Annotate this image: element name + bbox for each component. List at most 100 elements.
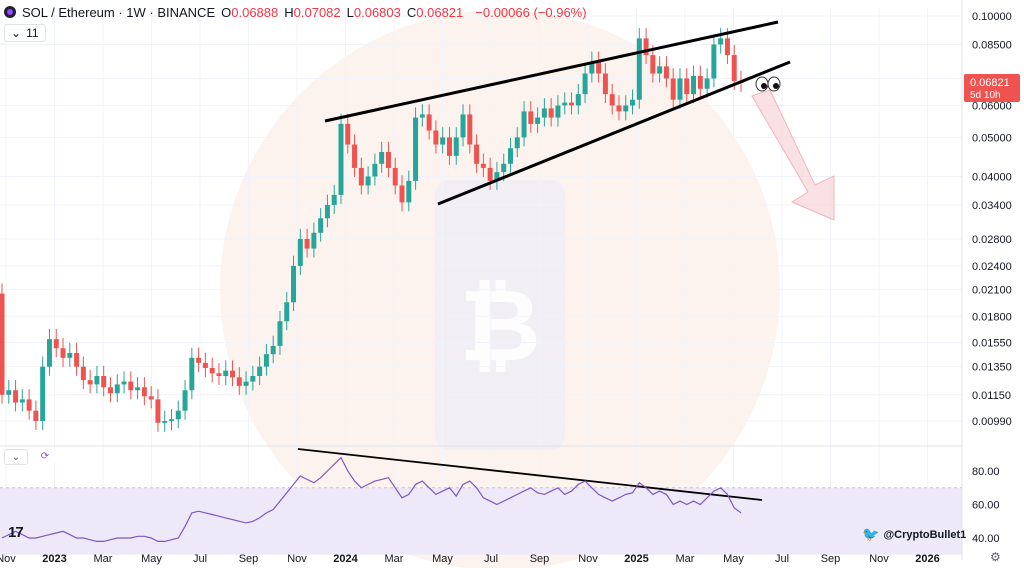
candle-body: [46, 339, 52, 367]
time-tick-label: Jul: [193, 553, 207, 565]
candle-body: [575, 94, 581, 106]
open-label: O: [221, 4, 232, 20]
candle-body: [284, 302, 290, 322]
rsi-tick-label: 60.00: [972, 500, 1000, 512]
candle-body: [535, 117, 541, 124]
price-tick-label: 0.04000: [972, 171, 1012, 183]
candle-body: [6, 390, 12, 395]
wedge-lower-trendline: [437, 60, 791, 206]
candle-body: [691, 75, 697, 95]
candle-body: [480, 163, 486, 168]
candle-body: [711, 44, 717, 79]
price-tick-label: 0.01150: [972, 390, 1011, 402]
candle-body: [223, 370, 229, 377]
candle-body: [507, 148, 513, 164]
candle-body: [582, 73, 588, 95]
candle-body: [182, 390, 188, 411]
refresh-icon[interactable]: ⟳: [34, 449, 56, 463]
price-tick-label: 0.00990: [972, 416, 1012, 428]
price-tick-label: 0.01550: [972, 337, 1012, 349]
price-tick-label: 0.02800: [972, 234, 1012, 246]
time-tick-label: 2023: [42, 553, 66, 565]
candle-body: [440, 137, 446, 145]
last-price-tag: [964, 73, 1020, 102]
candle-body: [257, 366, 263, 377]
candle-body: [406, 180, 412, 203]
right-pupil: [773, 83, 779, 89]
grid: [0, 8, 962, 548]
rsi-line: [1, 456, 742, 542]
candle-body: [521, 111, 527, 138]
candle-body: [297, 238, 303, 266]
candle-body: [419, 114, 425, 118]
candle-body: [189, 357, 195, 391]
candle-body: [74, 352, 80, 367]
candle-body: [569, 102, 575, 106]
candle-body: [663, 66, 669, 79]
candle-body: [596, 61, 602, 74]
candles: [0, 28, 744, 432]
watermark-bottle: [435, 180, 565, 450]
time-tick-label: Mar: [94, 553, 113, 565]
candle-body: [128, 381, 134, 391]
low-value: 0.06803: [353, 4, 401, 20]
candle-body: [94, 376, 100, 385]
rsi-tick-label: 80.00: [972, 466, 1000, 478]
candle-body: [548, 108, 554, 118]
candle-body: [704, 78, 710, 89]
symbol-title[interactable]: SOL / Ethereum · 1W · BINANCE: [22, 4, 216, 20]
candle-body: [487, 167, 493, 181]
time-tick-label: 2024: [333, 553, 358, 565]
trendlines: [297, 20, 835, 501]
candle-body: [494, 172, 500, 181]
twitter-bird-icon: 🐦: [862, 526, 880, 542]
down-arrow-icon: [751, 89, 835, 221]
candle-body: [40, 366, 46, 421]
candle-body: [141, 387, 147, 397]
indicators-toggle[interactable]: ⌄ 11: [4, 24, 46, 42]
candle-body: [304, 238, 310, 249]
rsi-band-rect: [0, 487, 962, 555]
candle-body: [196, 357, 202, 363]
candle-body: [202, 362, 208, 368]
candle-body: [453, 137, 459, 156]
candle-body: [474, 144, 480, 164]
candle-body: [636, 38, 642, 100]
time-tick-label: Jul: [775, 553, 789, 565]
price-tick-label: 0.08500: [972, 39, 1012, 51]
candle-body: [162, 421, 168, 423]
time-tick-label: May: [432, 553, 453, 565]
candle-body: [324, 204, 330, 219]
candle-body: [616, 105, 622, 112]
candle-body: [345, 123, 351, 145]
bitcoin-watermark-icon: ₿: [459, 270, 541, 382]
rsi-band: [0, 487, 962, 555]
price-change: −0.00066 (−0.96%): [475, 4, 587, 20]
price-tick-label: 0.03400: [972, 200, 1012, 212]
candle-body: [358, 167, 364, 186]
twitter-credit: 🐦 @CryptoBullet1: [862, 526, 966, 543]
candle-body: [501, 163, 507, 173]
candle-body: [724, 38, 730, 56]
settings-gear-icon[interactable]: ⚙: [990, 550, 1001, 564]
rsi-controls: ⌄ ⟳: [4, 449, 56, 465]
candle-body: [379, 151, 385, 164]
candle-body: [318, 218, 324, 233]
collapse-chevron-icon[interactable]: ⌄: [4, 449, 28, 465]
candle-body: [87, 380, 93, 385]
ohlc-readout: O0.06888 H0.07082 L0.06803 C0.06821: [221, 5, 469, 20]
candle-body: [541, 108, 547, 118]
candle-body: [168, 419, 174, 421]
time-tick-label: 2026: [915, 553, 939, 565]
low-label: L: [346, 4, 354, 20]
time-tick-label: Jul: [484, 553, 498, 565]
time-tick-label: Mar: [385, 553, 404, 565]
candle-body: [114, 384, 120, 394]
candle-body: [630, 99, 636, 106]
candle-body: [528, 111, 534, 124]
high-value: 0.07082: [293, 4, 341, 20]
chart-header: SOL / Ethereum · 1W · BINANCE O0.06888 H0…: [4, 4, 587, 20]
candle-body: [467, 114, 473, 145]
